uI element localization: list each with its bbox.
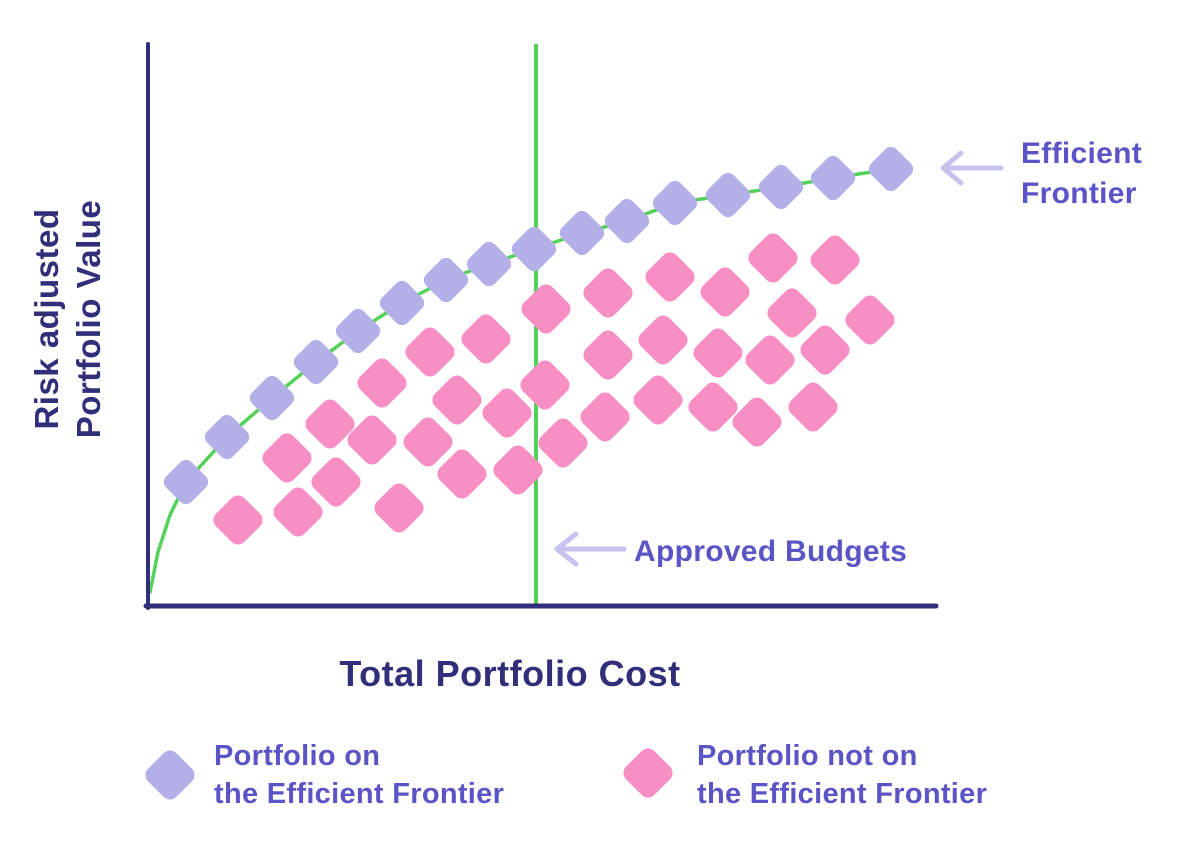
approved-budgets-arrow-icon [554, 531, 627, 567]
portfolio-point [604, 198, 650, 244]
portfolio-point [633, 375, 683, 425]
portfolio-point [700, 267, 750, 317]
portfolio-point [688, 382, 738, 432]
portfolio-point [810, 155, 856, 201]
portfolio-point [705, 172, 751, 218]
portfolio-point [403, 417, 453, 467]
legend-label-on-frontier: Portfolio on the Efficient Frontier [214, 737, 504, 813]
portfolio-point [652, 180, 698, 226]
portfolio-point [788, 382, 838, 432]
portfolio-point [293, 339, 339, 385]
portfolio-point [810, 235, 860, 285]
efficient-frontier-annotation-line2: Frontier [1021, 177, 1137, 210]
portfolio-point [521, 284, 571, 334]
y-axis-label-line2: Portfolio Value [70, 199, 107, 439]
efficient-frontier-curve [148, 167, 893, 594]
legend-label-on-frontier-line1: Portfolio on [214, 740, 381, 772]
x-axis-label: Total Portfolio Cost [339, 653, 681, 694]
portfolio-point [482, 388, 532, 438]
portfolio-point [379, 280, 425, 326]
non-frontier-points-layer [213, 233, 895, 545]
portfolio-point [732, 397, 782, 447]
portfolio-point [405, 327, 455, 377]
portfolio-point [374, 483, 424, 533]
portfolio-point [520, 360, 570, 410]
legend-label-not-on-frontier-line1: Portfolio not on [697, 740, 918, 772]
legend-label-not-on-frontier: Portfolio not on the Efficient Frontier [697, 737, 987, 813]
portfolio-point [305, 399, 355, 449]
portfolio-point [273, 487, 323, 537]
portfolio-point [423, 257, 469, 303]
portfolio-point [748, 233, 798, 283]
portfolio-point [767, 288, 817, 338]
portfolio-point [437, 449, 487, 499]
portfolio-point [466, 241, 512, 287]
portfolio-point [357, 358, 407, 408]
portfolio-point [745, 335, 795, 385]
portfolio-point [461, 314, 511, 364]
frontier-points-layer [163, 146, 914, 505]
portfolio-point [638, 315, 688, 365]
portfolio-point [335, 308, 381, 354]
portfolio-point [213, 495, 263, 545]
portfolio-point [868, 146, 914, 192]
portfolio-point [758, 164, 804, 210]
legend-label-not-on-frontier-line2: the Efficient Frontier [697, 778, 988, 810]
portfolio-point [493, 445, 543, 495]
portfolio-point [645, 252, 695, 302]
portfolio-point [800, 325, 850, 375]
portfolio-point [583, 330, 633, 380]
portfolio-point [693, 328, 743, 378]
portfolio-point [580, 392, 630, 442]
y-axis-label-line1: Risk adjusted [28, 208, 65, 430]
portfolio-point [347, 415, 397, 465]
portfolio-point [163, 459, 209, 505]
portfolio-point [249, 375, 295, 421]
efficient-frontier-arrow-icon [940, 150, 1004, 186]
portfolio-point [583, 268, 633, 318]
efficient-frontier-annotation-line1: Efficient [1021, 137, 1143, 170]
portfolio-point [432, 375, 482, 425]
portfolio-point [559, 210, 605, 256]
approved-budgets-annotation: Approved Budgets [634, 535, 908, 568]
y-axis-label: Risk adjusted Portfolio Value [26, 119, 110, 519]
legend-label-on-frontier-line2: the Efficient Frontier [214, 778, 505, 810]
portfolio-point [204, 414, 250, 460]
portfolio-point [311, 457, 361, 507]
portfolio-point [511, 226, 557, 272]
portfolio-point [262, 433, 312, 483]
portfolio-point [845, 295, 895, 345]
efficient-frontier-annotation: Efficient Frontier [1021, 134, 1142, 214]
portfolio-point [538, 418, 588, 468]
